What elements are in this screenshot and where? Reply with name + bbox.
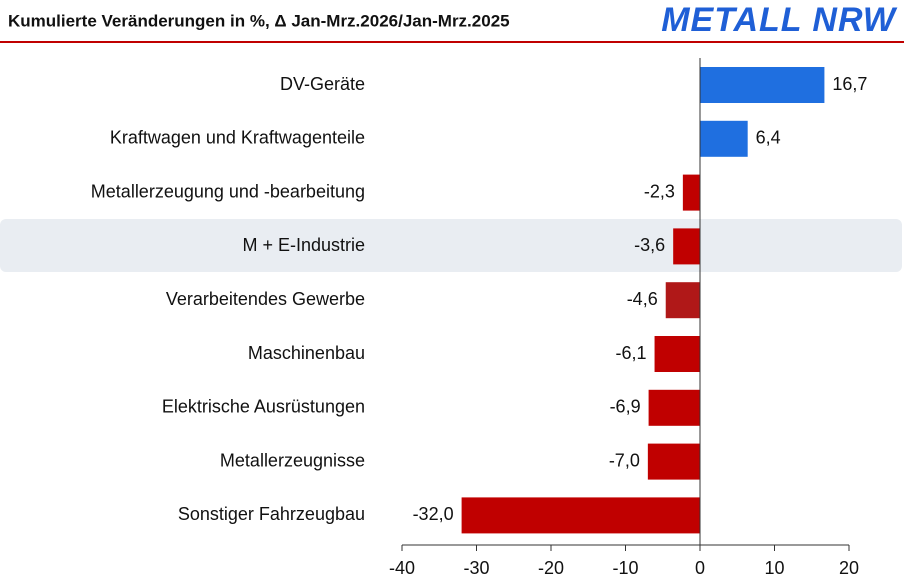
- y-tick-label: Metallerzeugnisse: [220, 450, 365, 470]
- bar: [700, 120, 748, 157]
- value-label: -32,0: [413, 504, 454, 524]
- bar: [665, 282, 700, 319]
- y-tick-label: Metallerzeugung und -bearbeitung: [91, 181, 365, 201]
- bar: [654, 336, 700, 372]
- chart-title: Kumulierte Veränderungen in %, Δ Jan-Mrz…: [8, 11, 510, 30]
- x-tick-label: 0: [695, 558, 705, 578]
- bar: [682, 174, 700, 211]
- value-label: -6,9: [610, 397, 641, 417]
- value-label: 16,7: [832, 74, 867, 94]
- value-label: -3,6: [634, 235, 665, 255]
- x-tick-label: -10: [612, 558, 638, 578]
- x-tick-label: -40: [389, 558, 415, 578]
- x-tick-label: -20: [538, 558, 564, 578]
- bar: [673, 228, 700, 265]
- bar: [700, 67, 825, 103]
- highlight-row: [0, 219, 902, 272]
- logo: METALL NRW: [661, 1, 898, 39]
- value-label: -7,0: [609, 450, 640, 470]
- y-tick-label: DV-Geräte: [280, 74, 365, 94]
- value-label: -2,3: [644, 181, 675, 201]
- y-tick-label: Verarbeitendes Gewerbe: [166, 289, 365, 309]
- x-tick-label: -30: [463, 558, 489, 578]
- value-label: -4,6: [627, 289, 658, 309]
- bar: [648, 389, 700, 426]
- bar: [461, 497, 700, 534]
- y-tick-label: Kraftwagen und Kraftwagenteile: [110, 128, 365, 148]
- y-tick-label: Maschinenbau: [248, 343, 365, 363]
- y-tick-label: M + E-Industrie: [242, 235, 365, 255]
- x-tick-label: 10: [764, 558, 784, 578]
- value-label: 6,4: [756, 128, 781, 148]
- y-tick-label: Sonstiger Fahrzeugbau: [178, 504, 365, 524]
- y-tick-label: Elektrische Ausrüstungen: [162, 397, 365, 417]
- bar: [647, 443, 700, 480]
- value-label: -6,1: [616, 343, 647, 363]
- x-tick-label: 20: [839, 558, 859, 578]
